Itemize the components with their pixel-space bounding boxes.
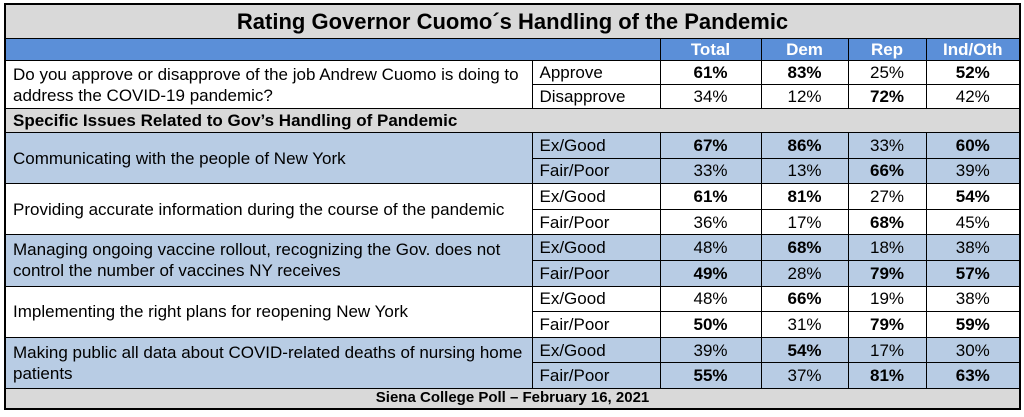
percent-value: 17%	[760, 208, 849, 236]
table-row: Fair/Poor 49% 28% 79% 57%	[5, 259, 1021, 287]
response-label: Ex/Good	[531, 132, 661, 159]
percent-value: 79%	[847, 259, 927, 287]
percent-value: 81%	[760, 183, 849, 210]
percent-value: 50%	[659, 311, 762, 338]
percent-value: 42%	[925, 84, 1021, 109]
percent-value: 30%	[925, 336, 1021, 364]
percent-value: 25%	[847, 60, 927, 85]
table-row: Do you approve or disapprove of the job …	[4, 60, 1021, 109]
percent-value: 83%	[760, 60, 849, 85]
percent-value: 37%	[760, 362, 849, 389]
question-text: Making public all data about COVID-relat…	[4, 336, 533, 389]
percent-value: 49%	[659, 259, 762, 287]
percent-value: 39%	[925, 157, 1021, 185]
table-row: Providing accurate information during th…	[4, 183, 1021, 236]
percent-value: 13%	[760, 157, 849, 185]
percent-value: 27%	[847, 183, 927, 210]
response-label: Fair/Poor	[531, 362, 661, 389]
percent-value: 28%	[760, 259, 849, 287]
column-header: Total	[659, 38, 762, 61]
table-body: Rating Governor Cuomo´s Handling of the …	[4, 3, 1021, 410]
response-label: Ex/Good	[531, 234, 661, 261]
footer-source: Siena College Poll – February 16, 2021	[4, 387, 1021, 410]
response-label: Ex/Good	[531, 285, 661, 313]
table-row: Fair/Poor 55% 37% 81% 63%	[5, 362, 1021, 389]
percent-value: 31%	[760, 311, 849, 338]
table-row: Fair/Poor 33% 13% 66% 39%	[5, 157, 1021, 185]
percent-value: 57%	[925, 259, 1021, 287]
response-label: Ex/Good	[531, 336, 661, 364]
percent-value: 66%	[760, 285, 849, 313]
percent-value: 33%	[847, 132, 927, 159]
header-blank	[4, 38, 661, 61]
percent-value: 68%	[847, 208, 927, 236]
percent-value: 60%	[925, 132, 1021, 159]
percent-value: 67%	[659, 132, 762, 159]
response-label: Fair/Poor	[531, 259, 661, 287]
poll-table: Rating Governor Cuomo´s Handling of the …	[4, 3, 1022, 410]
percent-value: 33%	[659, 157, 762, 185]
question-text: Providing accurate information during th…	[4, 183, 533, 236]
section-header: Specific Issues Related to Gov’s Handlin…	[4, 108, 1021, 133]
percent-value: 81%	[847, 362, 927, 389]
percent-value: 38%	[925, 285, 1021, 313]
percent-value: 45%	[925, 208, 1021, 236]
response-label: Ex/Good	[531, 183, 661, 210]
percent-value: 68%	[760, 234, 849, 261]
percent-value: 48%	[659, 285, 762, 313]
table-row: Siena College Poll – February 16, 2021	[4, 387, 1021, 410]
percent-value: 12%	[760, 84, 849, 109]
column-header: Ind/Oth	[925, 38, 1021, 61]
column-header: Rep	[847, 38, 927, 61]
percent-value: 52%	[925, 60, 1021, 85]
question-text: Do you approve or disapprove of the job …	[4, 60, 533, 109]
table-row: Fair/Poor 36% 17% 68% 45%	[5, 208, 1021, 236]
percent-value: 48%	[659, 234, 762, 261]
table-row: Disapprove 34% 12% 72% 42%	[5, 84, 1021, 109]
percent-value: 72%	[847, 84, 927, 109]
table-row: Fair/Poor 50% 31% 79% 59%	[5, 311, 1021, 338]
percent-value: 63%	[925, 362, 1021, 389]
table-row: Specific Issues Related to Gov’s Handlin…	[4, 108, 1021, 133]
percent-value: 55%	[659, 362, 762, 389]
percent-value: 18%	[847, 234, 927, 261]
percent-value: 66%	[847, 157, 927, 185]
table-row: Rating Governor Cuomo´s Handling of the …	[4, 3, 1021, 39]
table-row: Communicating with the people of New Yor…	[4, 131, 1021, 185]
percent-value: 39%	[659, 336, 762, 364]
table-title: Rating Governor Cuomo´s Handling of the …	[4, 3, 1021, 39]
response-label: Disapprove	[531, 84, 661, 109]
question-text: Implementing the right plans for reopeni…	[4, 285, 533, 338]
percent-value: 34%	[659, 84, 762, 109]
question-text: Communicating with the people of New Yor…	[4, 131, 533, 185]
percent-value: 59%	[925, 311, 1021, 338]
percent-value: 19%	[847, 285, 927, 313]
percent-value: 17%	[847, 336, 927, 364]
percent-value: 61%	[659, 60, 762, 85]
response-label: Fair/Poor	[531, 208, 661, 236]
percent-value: 38%	[925, 234, 1021, 261]
table-row: Managing ongoing vaccine rollout, recogn…	[4, 234, 1021, 287]
table-row: Total Dem Rep Ind/Oth	[4, 38, 1021, 61]
table-row: Implementing the right plans for reopeni…	[4, 285, 1021, 338]
question-text: Managing ongoing vaccine rollout, recogn…	[4, 234, 533, 287]
column-header: Dem	[760, 38, 849, 61]
response-label: Approve	[531, 60, 661, 85]
response-label: Fair/Poor	[531, 157, 661, 185]
percent-value: 79%	[847, 311, 927, 338]
percent-value: 61%	[659, 183, 762, 210]
table-row: Making public all data about COVID-relat…	[4, 336, 1021, 389]
percent-value: 54%	[760, 336, 849, 364]
percent-value: 86%	[760, 132, 849, 159]
percent-value: 36%	[659, 208, 762, 236]
percent-value: 54%	[925, 183, 1021, 210]
response-label: Fair/Poor	[531, 311, 661, 338]
